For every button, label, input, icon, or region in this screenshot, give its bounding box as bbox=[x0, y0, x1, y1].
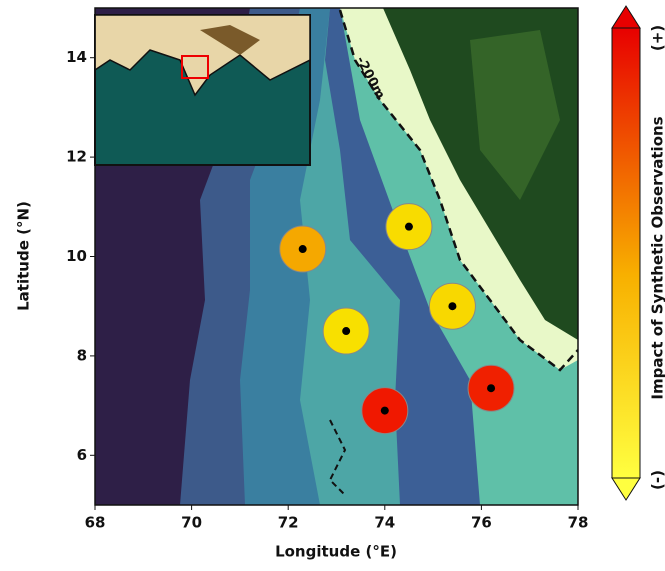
map-figure: -200m Longitude (°E) Latitude (°N) (+) (… bbox=[0, 0, 665, 567]
x-tick-label: 72 bbox=[278, 514, 299, 532]
observation-center bbox=[405, 223, 413, 231]
x-tick-label: 70 bbox=[181, 514, 202, 532]
y-tick-label: 12 bbox=[66, 148, 87, 166]
observation-center bbox=[381, 407, 389, 415]
x-tick-label: 68 bbox=[85, 514, 106, 532]
colorbar-title: Impact of Synthetic Observations bbox=[649, 116, 665, 399]
x-axis-title: Longitude (°E) bbox=[275, 543, 397, 561]
y-tick-label: 6 bbox=[77, 446, 87, 464]
colorbar-low: (-) bbox=[649, 470, 665, 490]
x-tick-label: 74 bbox=[374, 514, 395, 532]
observation-center bbox=[299, 245, 307, 253]
y-tick-label: 10 bbox=[66, 247, 87, 265]
observation-center bbox=[487, 384, 495, 392]
y-axis-title: Latitude (°N) bbox=[15, 201, 33, 311]
observation-center bbox=[342, 327, 350, 335]
y-tick-label: 8 bbox=[77, 346, 87, 364]
colorbar-high: (+) bbox=[649, 25, 665, 51]
x-tick-label: 78 bbox=[568, 514, 589, 532]
colorbar: (+) (-) Impact of Synthetic Observations bbox=[612, 6, 665, 500]
y-tick-label: 14 bbox=[66, 48, 87, 66]
observation-center bbox=[448, 302, 456, 310]
inset-map bbox=[95, 15, 310, 165]
x-tick-label: 76 bbox=[471, 514, 492, 532]
